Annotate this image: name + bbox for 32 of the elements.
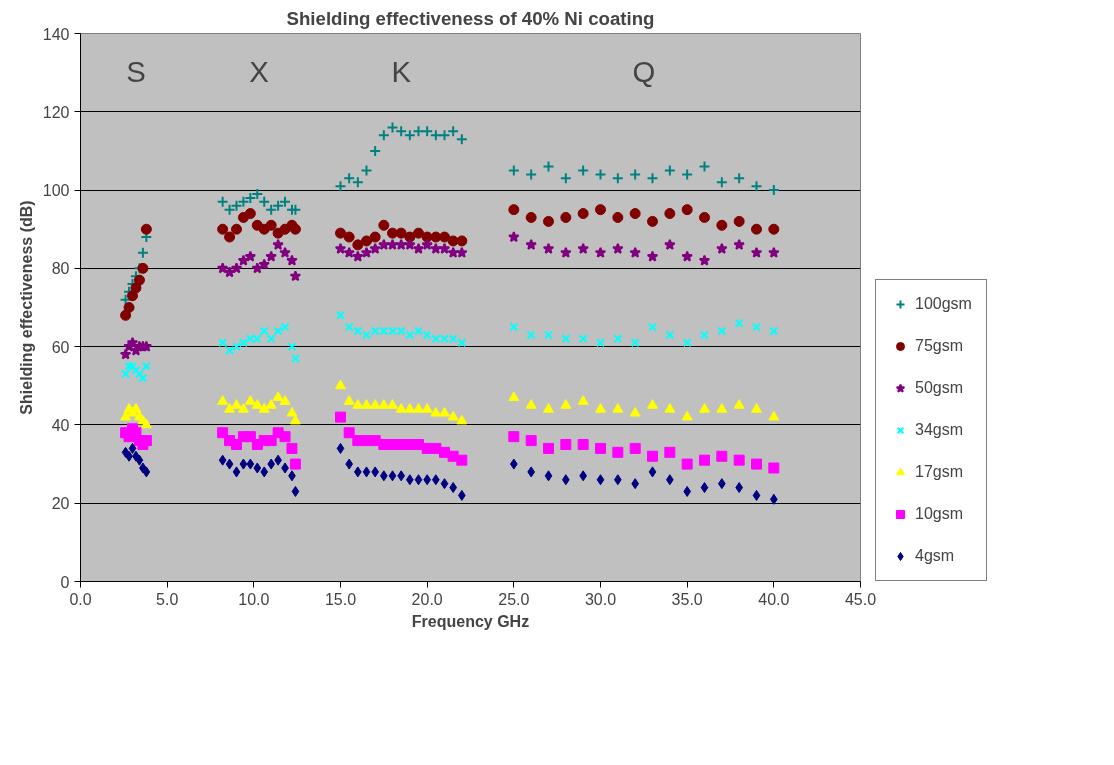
x-tick-label: 35.0	[671, 590, 703, 608]
annotation: S	[126, 55, 146, 88]
y-tick-label: 0	[60, 573, 70, 591]
y-axis-title: Shielding effectiveness (dB)	[17, 200, 35, 415]
legend-label: 4gsm	[915, 547, 955, 565]
x-tick-label: 30.0	[584, 590, 617, 608]
x-tick-label: 20.0	[411, 590, 443, 608]
x-axis-title: Frequency GHz	[411, 612, 530, 630]
y-tick-label: 100	[42, 182, 70, 200]
x-tick-label: 25.0	[498, 590, 530, 608]
legend-label: 10gsm	[915, 505, 964, 523]
y-tick-label: 20	[51, 495, 70, 513]
x-tick-label: 15.0	[324, 590, 357, 608]
legend-label: 17gsm	[915, 463, 964, 481]
y-tick-label: 80	[51, 260, 70, 278]
y-tick-label: 120	[42, 103, 70, 121]
x-tick-label: 0.0	[69, 590, 92, 608]
legend-label: 75gsm	[915, 337, 964, 355]
x-tick-label: 5.0	[156, 590, 179, 608]
y-tick-label: 60	[51, 338, 70, 356]
legend-label: 100gsm	[915, 295, 972, 313]
annotation: X	[249, 55, 269, 88]
y-tick-label: 40	[51, 416, 70, 434]
x-tick-label: 10.0	[238, 590, 270, 608]
y-tick-label: 140	[42, 25, 70, 43]
x-tick-label: 40.0	[758, 590, 790, 608]
annotation: K	[391, 55, 412, 88]
chart-title: Shielding effectiveness of 40% Ni coating	[286, 7, 655, 29]
annotation: Q	[632, 55, 656, 88]
x-tick-label: 45.0	[844, 590, 877, 608]
legend-label: 34gsm	[915, 421, 964, 439]
legend-label: 50gsm	[915, 379, 964, 397]
